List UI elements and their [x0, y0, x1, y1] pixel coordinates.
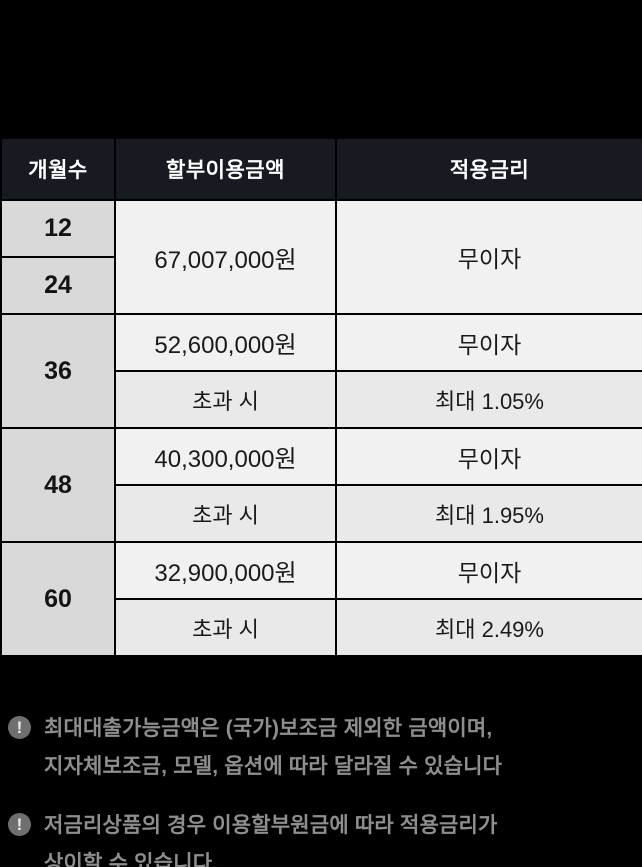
- table-row: 24: [0, 256, 642, 315]
- rate-cell: 무이자: [335, 199, 642, 315]
- months-cell-36: 36: [0, 313, 116, 429]
- rate-cell: 무이자: [335, 313, 642, 372]
- table-row: 초과 시 최대 1.05%: [1, 370, 642, 429]
- note-text: 최대대출가능금액은 (국가)보조금 제외한 금액이며, 지자체보조금, 모델, …: [44, 710, 502, 786]
- table-row: 초과 시 최대 2.49%: [1, 598, 642, 657]
- table-row: 60 32,900,000원 무이자: [0, 541, 642, 657]
- excess-rate-cell: 최대 1.95%: [335, 484, 642, 543]
- rate-cell: 무이자: [335, 541, 642, 600]
- table-row: 36 52,600,000원 무이자: [0, 313, 642, 429]
- top-black-area: [0, 0, 642, 137]
- months-cell-24: 24: [0, 256, 115, 315]
- note-line: 지자체보조금, 모델, 옵션에 따라 달라질 수 있습니다: [44, 755, 503, 778]
- amount-cell: 52,600,000원: [114, 313, 337, 372]
- exclamation-icon: !: [8, 813, 31, 836]
- header-months: 개월수: [0, 137, 116, 201]
- notes-section: ! 최대대출가능금액은 (국가)보조금 제외한 금액이며, 지자체보조금, 모델…: [0, 710, 642, 867]
- installment-rate-table: 개월수 할부이용금액 적용금리 12 67,007,000원 무이자 24 36…: [0, 137, 642, 657]
- note-line: 저금리상품의 경우 이용할부원금에 따라 적용금리가: [44, 814, 498, 837]
- excess-rate-cell: 최대 2.49%: [335, 598, 642, 657]
- excess-label-cell: 초과 시: [114, 370, 337, 429]
- note-text: 저금리상품의 경우 이용할부원금에 따라 적용금리가 상이할 수 있습니다.: [44, 807, 498, 867]
- table-row: 초과 시 최대 1.95%: [1, 484, 642, 543]
- table-row: 48 40,300,000원 무이자: [0, 427, 642, 543]
- months-cell-48: 48: [0, 427, 116, 543]
- exclamation-glyph: !: [16, 815, 23, 834]
- amount-cell: 67,007,000원: [114, 199, 337, 315]
- excess-rate-cell: 최대 1.05%: [335, 370, 642, 429]
- rate-cell: 무이자: [335, 427, 642, 486]
- excess-label-cell: 초과 시: [114, 598, 337, 657]
- amount-cell: 32,900,000원: [114, 541, 337, 600]
- note-item-subsidy: ! 최대대출가능금액은 (국가)보조금 제외한 금액이며, 지자체보조금, 모델…: [8, 710, 636, 786]
- exclamation-icon: !: [8, 716, 31, 739]
- note-line: 최대대출가능금액은 (국가)보조금 제외한 금액이며,: [44, 717, 493, 740]
- header-amount: 할부이용금액: [114, 137, 337, 201]
- amount-cell: 40,300,000원: [114, 427, 337, 486]
- table-row: 12 67,007,000원 무이자: [0, 199, 642, 315]
- months-cell-60: 60: [0, 541, 116, 657]
- months-cell-12: 12: [0, 199, 116, 258]
- note-item-low-rate: ! 저금리상품의 경우 이용할부원금에 따라 적용금리가 상이할 수 있습니다.: [8, 807, 636, 867]
- header-rate: 적용금리: [335, 137, 642, 201]
- exclamation-glyph: !: [16, 718, 23, 737]
- note-line: 상이할 수 있습니다.: [44, 852, 219, 867]
- table-header-row: 개월수 할부이용금액 적용금리: [0, 137, 642, 201]
- excess-label-cell: 초과 시: [114, 484, 337, 543]
